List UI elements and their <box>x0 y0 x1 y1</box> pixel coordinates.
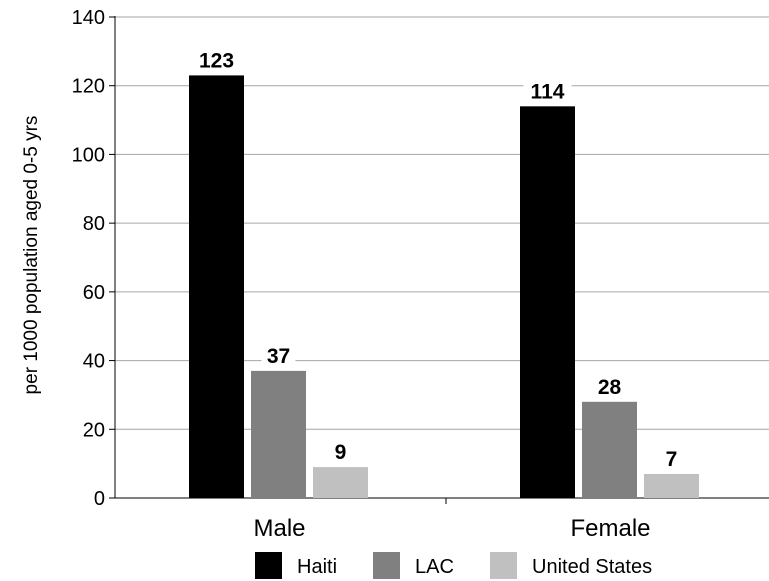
y-tick-label: 0 <box>94 488 105 510</box>
bar-lac-male <box>251 370 306 498</box>
legend-swatch-lac <box>373 552 400 579</box>
legend-label: Haiti <box>297 556 337 578</box>
data-label-bg <box>592 374 627 399</box>
bar-united-states-male <box>313 467 368 498</box>
y-tick-label: 20 <box>83 419 105 441</box>
data-labels: 123 37 9 114 28 7 <box>192 48 683 471</box>
y-tick-label: 80 <box>83 213 105 235</box>
y-tick-label: 100 <box>72 144 105 166</box>
y-tick-label: 120 <box>72 76 105 98</box>
data-label: 28 <box>598 376 622 399</box>
x-category-label: Male <box>253 515 305 542</box>
y-tick-label: 60 <box>83 282 105 304</box>
data-label: 9 <box>335 441 347 464</box>
bar-united-states-female <box>644 473 699 498</box>
bar-lac-female <box>582 401 637 498</box>
data-label-bg <box>192 48 241 73</box>
data-label-bg <box>523 79 572 104</box>
y-axis-title: per 1000 population aged 0-5 yrs <box>21 116 42 395</box>
legend-swatch-haiti <box>255 552 282 579</box>
legend: Haiti LAC United States <box>255 552 652 579</box>
data-label: 123 <box>199 49 234 72</box>
bars <box>189 75 699 499</box>
data-label: 7 <box>666 448 678 471</box>
data-label: 37 <box>267 345 290 368</box>
data-label-bg <box>660 446 683 471</box>
bar-haiti-male <box>189 75 244 499</box>
bar-haiti-female <box>520 106 575 498</box>
y-tick-label: 40 <box>83 351 105 373</box>
data-label-bg <box>261 343 296 368</box>
legend-swatch-united-states <box>490 552 517 579</box>
legend-label: LAC <box>415 556 454 578</box>
data-label: 114 <box>531 80 565 103</box>
data-label-bg <box>329 440 352 465</box>
legend-label: United States <box>532 556 652 578</box>
x-category-label: Female <box>570 515 650 542</box>
y-tick-label: 140 <box>72 7 105 29</box>
